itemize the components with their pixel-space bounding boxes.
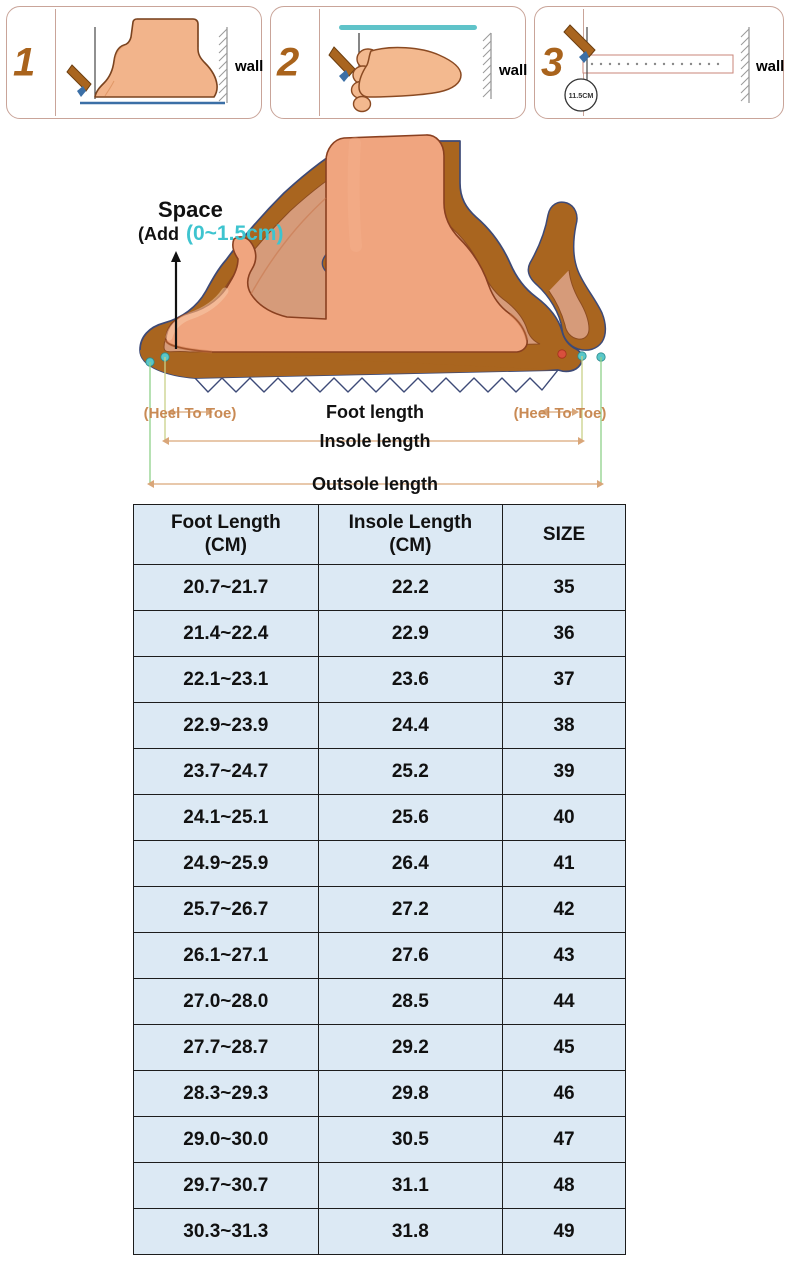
svg-text:(Heel To Toe): (Heel To Toe) [514, 405, 607, 422]
svg-text:wall: wall [234, 58, 263, 75]
svg-text:Foot length: Foot length [326, 402, 424, 422]
svg-text:wall: wall [498, 62, 527, 79]
svg-text:Insole length: Insole length [319, 431, 430, 451]
svg-text:(Heel To Toe): (Heel To Toe) [144, 405, 237, 422]
svg-text:wall: wall [755, 58, 784, 75]
svg-text:(Add: (Add [138, 224, 179, 244]
svg-text:Outsole length: Outsole length [312, 474, 438, 494]
svg-text:(0~1.5cm): (0~1.5cm) [186, 222, 283, 245]
svg-text:11.5CM: 11.5CM [569, 91, 594, 100]
svg-text:Space: Space [158, 197, 223, 222]
